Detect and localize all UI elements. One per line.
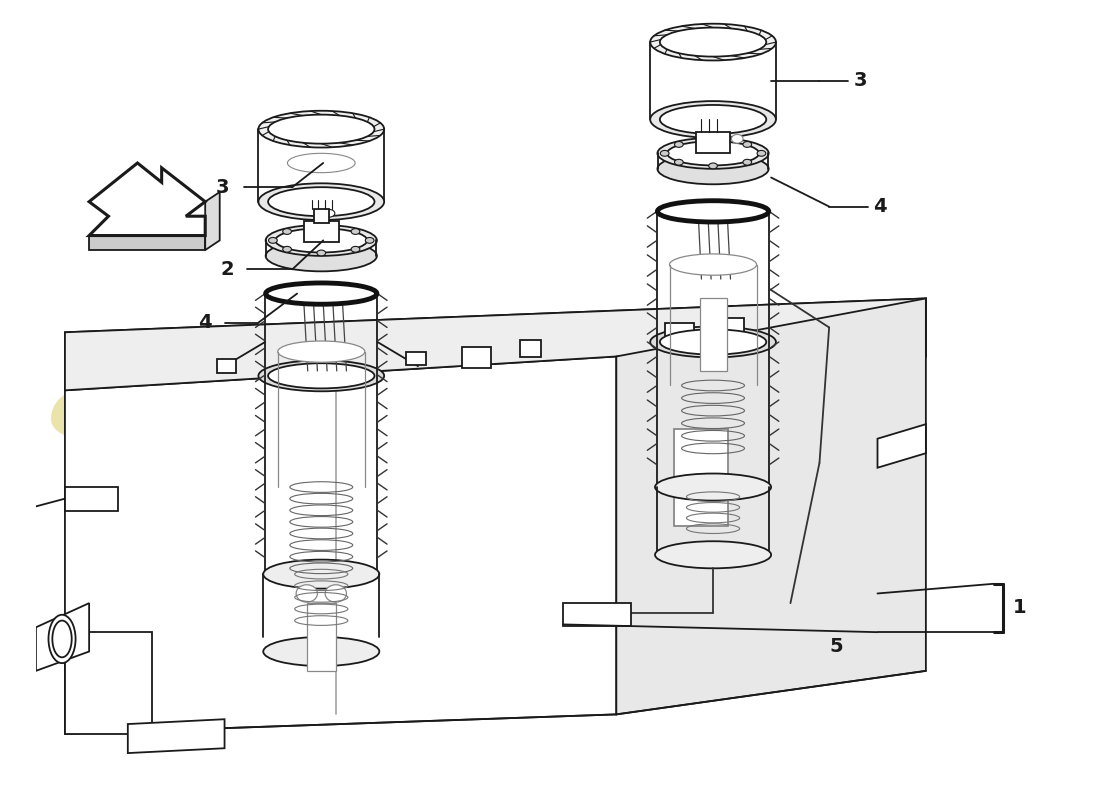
Bar (65, 487, 118, 511)
Ellipse shape (650, 24, 776, 61)
Ellipse shape (268, 238, 277, 243)
Ellipse shape (258, 183, 384, 220)
Bar (519, 340, 541, 358)
Text: a passion for parts: a passion for parts (253, 470, 573, 582)
Ellipse shape (650, 326, 776, 358)
Text: 4: 4 (872, 197, 887, 216)
Ellipse shape (263, 637, 379, 666)
Text: 3: 3 (216, 178, 230, 197)
Ellipse shape (283, 229, 292, 234)
Bar (406, 352, 426, 365)
Polygon shape (65, 632, 152, 734)
Ellipse shape (326, 585, 346, 602)
Bar (304, 221, 339, 242)
Text: 4: 4 (198, 313, 212, 332)
Ellipse shape (742, 159, 751, 165)
Ellipse shape (275, 228, 367, 253)
Bar (695, 132, 730, 154)
Ellipse shape (674, 159, 683, 165)
Ellipse shape (660, 27, 767, 57)
Polygon shape (36, 603, 89, 671)
Ellipse shape (278, 341, 365, 362)
Ellipse shape (708, 138, 717, 144)
Ellipse shape (732, 134, 742, 143)
Text: europes: europes (39, 367, 439, 549)
Polygon shape (65, 298, 926, 390)
Text: 1: 1 (1013, 598, 1026, 618)
Ellipse shape (283, 246, 292, 252)
Bar (563, 603, 630, 626)
Bar (307, 603, 336, 671)
Ellipse shape (650, 101, 776, 138)
Ellipse shape (658, 138, 769, 169)
Text: 3: 3 (854, 71, 867, 90)
Ellipse shape (263, 560, 379, 589)
Ellipse shape (670, 254, 757, 275)
Ellipse shape (296, 585, 318, 602)
Polygon shape (878, 424, 926, 468)
Ellipse shape (258, 110, 384, 147)
Polygon shape (65, 357, 616, 734)
Ellipse shape (317, 250, 326, 256)
Ellipse shape (268, 363, 374, 388)
Ellipse shape (287, 154, 355, 173)
Ellipse shape (268, 187, 374, 216)
Ellipse shape (323, 210, 334, 217)
Ellipse shape (48, 614, 76, 663)
Ellipse shape (266, 225, 377, 256)
Polygon shape (89, 235, 206, 250)
Bar (314, 210, 329, 223)
Text: 2: 2 (221, 260, 234, 279)
Text: 085: 085 (581, 336, 807, 483)
Polygon shape (616, 298, 926, 714)
Ellipse shape (53, 621, 72, 658)
Ellipse shape (658, 154, 769, 184)
Ellipse shape (365, 238, 374, 243)
Bar (700, 298, 727, 371)
Polygon shape (89, 163, 206, 235)
Ellipse shape (757, 150, 766, 156)
Ellipse shape (674, 142, 683, 147)
Ellipse shape (654, 474, 771, 501)
Polygon shape (65, 298, 926, 390)
Polygon shape (206, 192, 220, 250)
Bar (664, 322, 694, 344)
Ellipse shape (742, 142, 751, 147)
Bar (217, 359, 236, 373)
Bar (462, 346, 491, 368)
Text: 5: 5 (829, 637, 843, 656)
Ellipse shape (660, 330, 767, 354)
Ellipse shape (266, 240, 377, 271)
Ellipse shape (351, 229, 360, 234)
Ellipse shape (258, 360, 384, 391)
Polygon shape (128, 719, 224, 753)
Ellipse shape (317, 225, 326, 230)
Ellipse shape (708, 163, 717, 169)
Ellipse shape (268, 114, 374, 144)
Ellipse shape (351, 246, 360, 252)
Bar (723, 318, 744, 335)
Bar (674, 429, 727, 526)
Ellipse shape (660, 150, 669, 156)
Ellipse shape (654, 542, 771, 568)
Ellipse shape (667, 142, 759, 166)
Ellipse shape (660, 105, 767, 134)
